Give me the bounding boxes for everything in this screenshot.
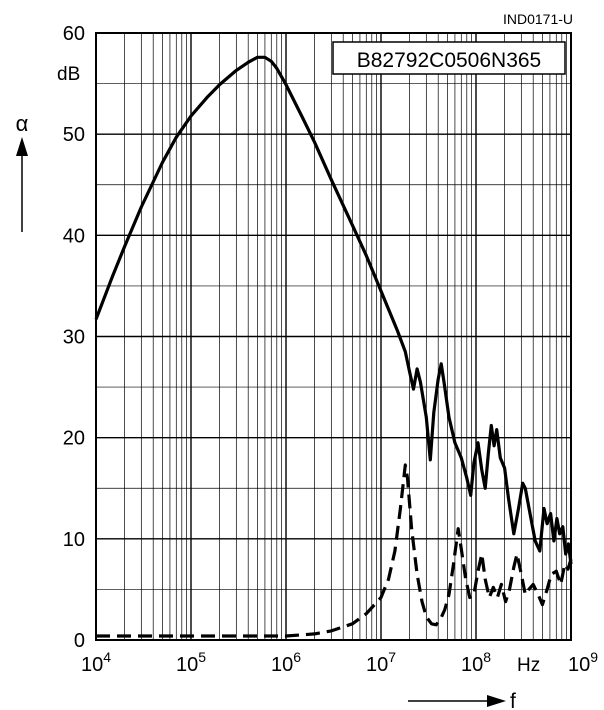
plot-frame <box>95 32 572 641</box>
x-tick-labels: 104 105 106 107 108 109 <box>81 649 598 676</box>
x-tick-label: 107 <box>366 649 396 676</box>
x-tick-label: 104 <box>81 649 111 676</box>
y-tick-labels: 0 10 20 30 40 50 60 <box>63 23 85 652</box>
series-line-solid <box>94 55 573 565</box>
y-tick-label: 60 <box>63 23 85 45</box>
x-axis-symbol: f <box>510 690 516 710</box>
y-tick-label: 40 <box>63 225 85 247</box>
series-layer <box>94 55 573 638</box>
part-number-label: B82792C0506N365 <box>357 49 542 72</box>
x-tick-label: 109 <box>568 649 598 676</box>
x-tick-label: 105 <box>176 649 206 676</box>
figure-code: IND0171-U <box>503 11 573 27</box>
y-tick-label: 10 <box>63 529 85 551</box>
y-tick-label: 30 <box>63 327 85 349</box>
series-line-dashed <box>96 463 573 638</box>
part-number-box <box>332 41 566 75</box>
x-tick-label: 108 <box>461 649 491 676</box>
y-axis-arrow <box>16 137 28 232</box>
y-tick-label: 50 <box>63 124 85 146</box>
y-axis-symbol: α <box>16 111 29 136</box>
x-unit-label: Hz <box>517 655 540 676</box>
x-tick-label: 106 <box>271 649 301 676</box>
y-tick-label: 0 <box>74 630 85 652</box>
y-tick-label: 20 <box>63 428 85 450</box>
y-unit-label: dB <box>57 64 80 85</box>
x-axis-arrow <box>408 695 506 707</box>
grid-major-lines <box>96 33 571 640</box>
